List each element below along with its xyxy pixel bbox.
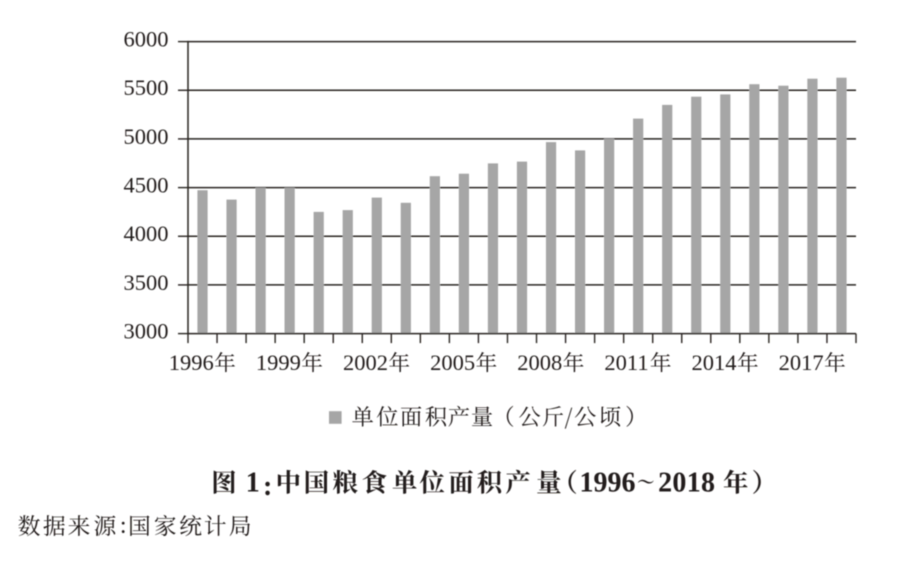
svg-text:1999: 1999 [256,350,301,375]
svg-text:4500: 4500 [124,173,169,198]
svg-text:6000: 6000 [124,27,169,52]
svg-text:5500: 5500 [124,75,169,100]
svg-text:2008: 2008 [517,350,562,375]
svg-text:2005: 2005 [430,350,475,375]
svg-text:2018: 2018 [658,468,715,499]
svg-text:2014: 2014 [692,350,737,375]
svg-text:4000: 4000 [124,221,169,246]
svg-text:1996: 1996 [580,468,636,499]
svg-text::: : [263,471,272,502]
svg-text:2011: 2011 [604,350,648,375]
svg-text:3500: 3500 [124,270,169,295]
svg-text:1: 1 [246,468,260,499]
svg-text:2017: 2017 [779,350,824,375]
svg-text:5000: 5000 [124,124,169,149]
svg-text::: : [120,513,127,539]
svg-text:1996: 1996 [169,350,214,375]
svg-text:3000: 3000 [124,319,169,344]
svg-text:2002: 2002 [343,350,388,375]
